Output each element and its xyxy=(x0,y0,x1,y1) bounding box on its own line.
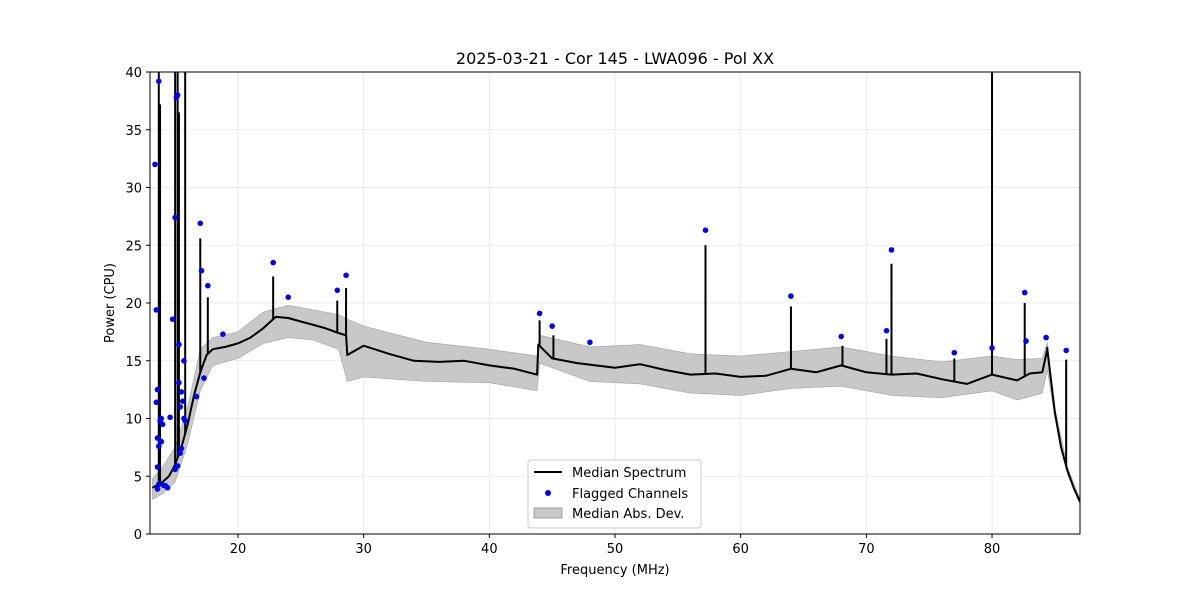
chart-title: 2025-03-21 - Cor 145 - LWA096 - Pol XX xyxy=(456,49,774,68)
x-tick-label: 40 xyxy=(481,542,498,557)
legend: Median Spectrum Flagged Channels Median … xyxy=(527,459,702,529)
flagged-channel-point xyxy=(334,287,341,294)
y-tick-label: 10 xyxy=(125,413,142,428)
flagged-channel-point xyxy=(702,227,709,233)
flagged-channel-point xyxy=(197,220,204,227)
grid-lines xyxy=(150,71,1080,535)
y-axis-label: Power (CPU) xyxy=(103,263,118,343)
flagged-channel-point xyxy=(888,247,895,253)
y-tick-label: 5 xyxy=(134,470,142,485)
flagged-channel-point xyxy=(152,161,158,168)
flagged-channel-point xyxy=(1043,334,1049,341)
x-axis-ticks: 20 30 40 50 60 70 80 xyxy=(230,534,1001,557)
legend-entry-median-abs-dev: Median Abs. Dev. xyxy=(572,507,684,522)
x-tick-label: 80 xyxy=(984,542,1001,557)
flagged-channel-point xyxy=(343,272,349,279)
flagged-channel-point xyxy=(177,450,183,456)
flagged-channel-point xyxy=(270,259,277,266)
legend-band-swatch xyxy=(533,507,563,519)
flagged-channel-points xyxy=(152,78,1069,492)
flagged-channel-point xyxy=(156,443,162,450)
flagged-channel-point xyxy=(549,323,555,329)
x-tick-label: 20 xyxy=(230,542,247,557)
flagged-channel-point xyxy=(198,267,205,274)
flagged-channel-point xyxy=(1063,347,1069,354)
flagged-channel-point xyxy=(181,358,187,364)
flagged-channel-point xyxy=(1023,338,1029,344)
x-axis-label: Frequency (MHz) xyxy=(560,563,669,578)
flagged-channel-point xyxy=(788,293,794,299)
y-tick-label: 0 xyxy=(134,528,142,543)
flagged-channel-point xyxy=(181,415,187,422)
flagged-channel-point xyxy=(883,327,890,334)
flagged-channel-point xyxy=(177,404,183,410)
flagged-channel-point xyxy=(154,435,161,441)
flagged-channel-point xyxy=(172,466,178,473)
flagged-channel-point xyxy=(201,375,207,381)
x-tick-label: 70 xyxy=(858,542,875,557)
flagged-channel-point xyxy=(154,464,161,470)
flagged-channel-point xyxy=(176,379,182,386)
x-tick-label: 30 xyxy=(355,542,372,557)
flagged-channel-point xyxy=(220,331,226,338)
legend-point-swatch xyxy=(545,490,551,496)
median-spectrum-line xyxy=(151,315,1081,503)
y-tick-label: 15 xyxy=(125,355,142,370)
y-axis-ticks: 0 5 10 15 20 25 30 35 40 xyxy=(125,66,150,543)
flagged-channel-point xyxy=(179,398,186,405)
legend-entry-median-spectrum: Median Spectrum xyxy=(572,466,686,481)
flagged-channel-point xyxy=(154,486,161,492)
flagged-channel-point xyxy=(951,349,958,356)
flagged-channel-point xyxy=(172,214,178,221)
flagged-channel-point xyxy=(989,345,995,351)
flagged-channel-point xyxy=(193,393,200,400)
spike-lines xyxy=(157,72,1068,485)
flagged-channel-point xyxy=(159,421,166,428)
median-spectrum-path xyxy=(151,315,1081,503)
flagged-channel-point xyxy=(838,333,844,340)
x-tick-label: 50 xyxy=(607,542,624,557)
flagged-channel-point xyxy=(205,282,211,289)
flagged-channel-point xyxy=(154,386,161,393)
flagged-channel-point xyxy=(178,445,185,452)
flagged-channel-point xyxy=(174,92,181,98)
flagged-channel-point xyxy=(164,485,171,491)
flagged-channel-point xyxy=(167,414,173,421)
flagged-channel-point xyxy=(1021,289,1028,296)
legend-entry-flagged-channels: Flagged Channels xyxy=(572,487,688,502)
flagged-channel-point xyxy=(587,339,593,346)
flagged-channel-point xyxy=(158,415,165,422)
flagged-channel-point xyxy=(536,310,543,317)
y-tick-label: 35 xyxy=(125,124,142,139)
y-tick-label: 25 xyxy=(125,239,142,254)
flagged-channel-point xyxy=(176,341,182,348)
flagged-channel-point xyxy=(156,78,162,84)
y-tick-label: 30 xyxy=(125,182,142,197)
y-tick-label: 20 xyxy=(125,297,142,312)
flagged-channel-point xyxy=(153,307,160,313)
y-tick-label: 40 xyxy=(125,66,142,81)
x-tick-label: 60 xyxy=(732,542,749,557)
flagged-channel-point xyxy=(158,438,165,445)
flagged-channel-point xyxy=(169,316,176,323)
flagged-channel-point xyxy=(156,481,162,488)
flagged-channel-point xyxy=(178,389,185,395)
legend-box xyxy=(527,459,702,529)
flagged-channel-point xyxy=(285,294,292,301)
flagged-channel-point xyxy=(153,399,160,406)
